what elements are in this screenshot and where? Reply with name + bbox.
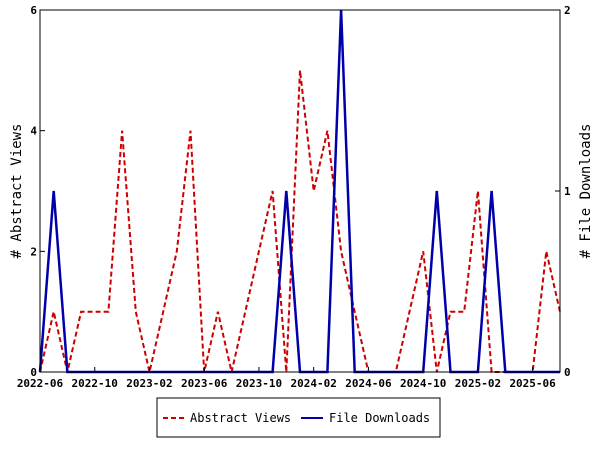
x-tick-label: 2023-02: [126, 377, 172, 390]
left-axis-title: # Abstract Views: [9, 124, 25, 259]
left-tick-label: 2: [30, 245, 37, 258]
x-tick-label: 2025-06: [509, 377, 556, 390]
left-tick-label: 4: [30, 125, 37, 138]
right-tick-label: 0: [564, 366, 571, 379]
left-tick-label: 6: [30, 4, 37, 17]
x-tick-label: 2023-10: [236, 377, 282, 390]
x-tick-label: 2022-06: [17, 377, 64, 390]
x-tick-label: 2025-02: [455, 377, 501, 390]
x-tick-label: 2023-06: [181, 377, 228, 390]
legend-label-abstract-views: Abstract Views: [190, 411, 291, 425]
right-tick-label: 1: [564, 185, 571, 198]
x-tick-label: 2022-10: [72, 377, 118, 390]
right-tick-label: 2: [564, 4, 571, 17]
x-tick-label: 2024-06: [345, 377, 392, 390]
legend-label-file-downloads: File Downloads: [329, 411, 430, 425]
x-tick-label: 2024-02: [291, 377, 337, 390]
right-axis-title: # File Downloads: [578, 124, 594, 259]
x-tick-label: 2024-10: [400, 377, 446, 390]
legend: Abstract Views File Downloads: [157, 398, 440, 437]
